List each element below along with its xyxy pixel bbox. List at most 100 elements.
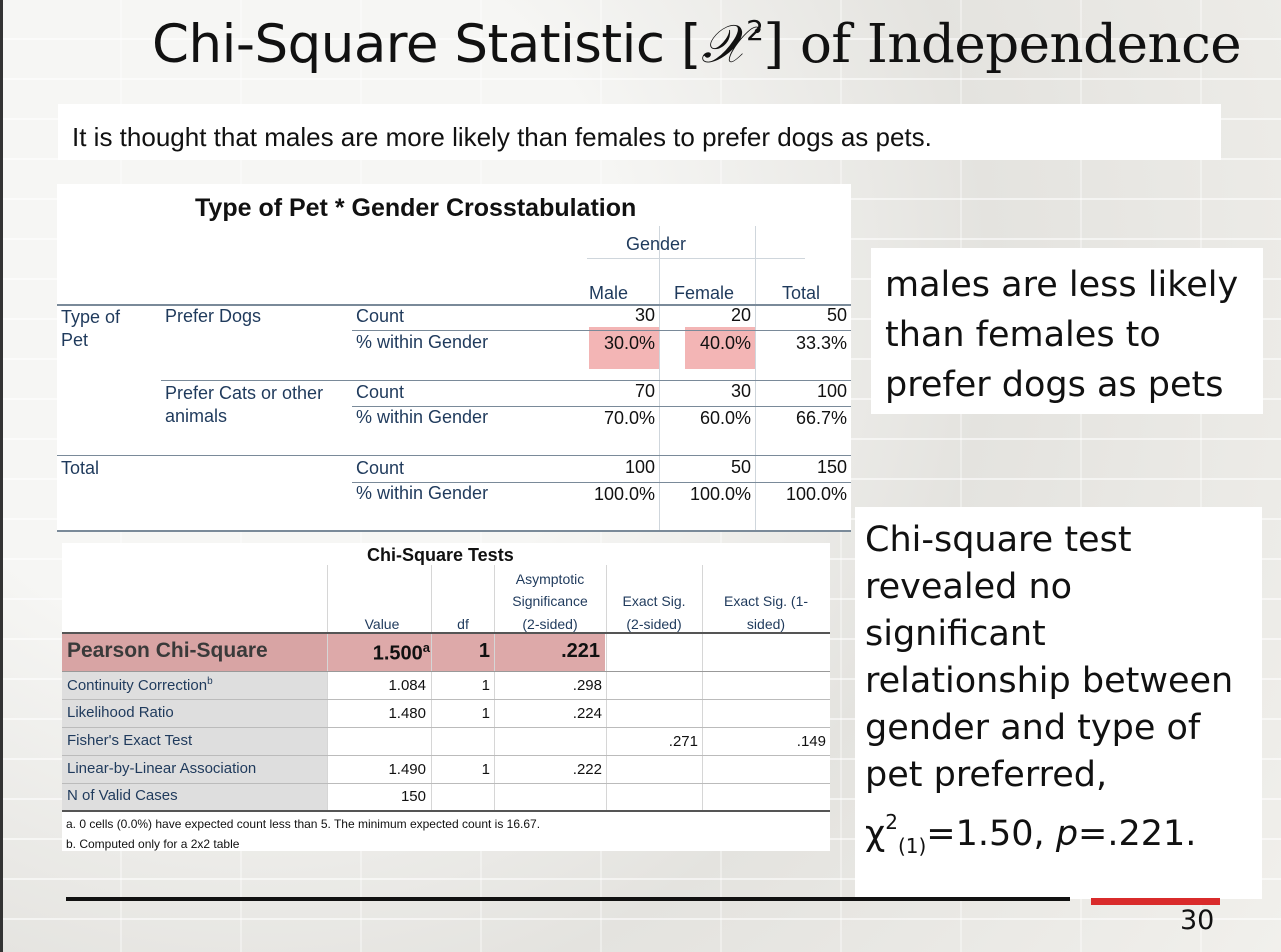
row-rule: [62, 755, 830, 756]
column-divider: [606, 565, 607, 810]
cell-value: 70.0%: [603, 408, 655, 428]
cell-value: .271: [668, 733, 698, 750]
cell-value: 30: [730, 381, 751, 401]
cell-value: 100.0%: [785, 484, 847, 504]
row-label: Total: [61, 458, 100, 478]
row-rule: [62, 671, 830, 672]
slide-left-edge: [0, 0, 3, 952]
stat-label: % within Gender: [356, 483, 489, 503]
cell-value: 1: [481, 677, 490, 694]
stat-label: Count: [356, 306, 405, 326]
header-exact-1: Exact Sig. (1-: [723, 593, 809, 609]
footer-accent: [1091, 898, 1220, 905]
pearson-sig: .221: [561, 640, 600, 662]
page-number: 30: [1180, 905, 1215, 936]
pearson-label: Pearson Chi-Square: [67, 639, 268, 662]
cell-value: 1.480: [388, 705, 426, 722]
cell-value: 100.0%: [689, 484, 751, 504]
likelihood-label: Likelihood Ratio: [67, 704, 174, 721]
pearson-highlight: [62, 633, 605, 671]
table-bottom-rule: [62, 810, 830, 812]
pearson-value: 1.500a: [372, 640, 430, 665]
header-exact-1: sided): [746, 616, 786, 632]
header-df: df: [457, 616, 469, 632]
header-asymptotic: (2-sided): [522, 616, 578, 632]
header-value: Value: [364, 616, 400, 632]
row-label: Prefer Dogs: [165, 306, 262, 326]
cell-value: 50: [826, 305, 847, 325]
footer-rule: [66, 897, 1070, 901]
result-box: Chi-square test revealed no significant …: [855, 507, 1262, 899]
row-rule: [161, 380, 851, 381]
column-divider: [494, 565, 495, 810]
intro-box: It is thought that males are more likely…: [58, 104, 1221, 160]
cell-value: 150: [400, 788, 426, 805]
slide-title: Chi-Square Statistic [𝒳2] of Independenc…: [152, 14, 1242, 75]
footnote-a: a. 0 cells (0.0%) have expected count le…: [66, 817, 541, 831]
column-divider: [702, 565, 703, 810]
column-header-female: Female: [674, 283, 735, 303]
pearson-df: 1: [478, 640, 490, 662]
cell-value: 70: [634, 381, 655, 401]
cell-value: 60.0%: [699, 408, 751, 428]
cell-value: 50: [730, 457, 751, 477]
chi-square-tests-table: Chi-Square Tests Value df Asymptotic Sig…: [62, 543, 830, 851]
cell-value: 100: [816, 381, 847, 401]
cell-value: 20: [730, 305, 751, 325]
fisher-label: Fisher's Exact Test: [67, 732, 193, 749]
row-group-label: Pet: [61, 330, 89, 350]
stat-label: Count: [356, 458, 405, 478]
row-rule: [62, 783, 830, 784]
crosstab-table: Type of Pet * Gender Crosstabulation Gen…: [57, 184, 851, 532]
row-rule: [352, 406, 851, 407]
row-rule: [57, 455, 851, 456]
column-divider: [659, 226, 660, 532]
note-text: males are less likely than females to pr…: [885, 265, 1239, 405]
stat-label: Count: [356, 382, 405, 402]
n-valid-label: N of Valid Cases: [67, 787, 178, 804]
chi-tests-title: Chi-Square Tests: [367, 545, 514, 565]
continuity-label: Continuity Correctionb: [67, 676, 213, 694]
highlight-male-pct: [589, 327, 659, 369]
cell-value: 100: [624, 457, 655, 477]
header-asymptotic: Significance: [512, 593, 588, 609]
cell-value: 1.490: [388, 761, 426, 778]
column-divider: [431, 565, 432, 810]
header-exact-2: Exact Sig.: [622, 593, 686, 609]
header-bottom-rule: [57, 304, 851, 306]
row-label: animals: [165, 406, 228, 426]
row-rule: [62, 699, 830, 700]
header-rule: [587, 258, 805, 259]
cell-value: 30.0%: [603, 333, 655, 353]
row-label: Prefer Cats or other: [165, 383, 324, 403]
interpretation-note: males are less likely than females to pr…: [871, 248, 1263, 414]
header-bottom-rule: [62, 632, 830, 634]
row-rule: [352, 482, 851, 483]
row-rule: [62, 727, 830, 728]
cell-value: 100.0%: [593, 484, 655, 504]
chi-symbol: χ: [865, 814, 886, 854]
column-header-male: Male: [589, 283, 629, 303]
cell-value: .224: [572, 705, 602, 722]
footnote-b: b. Computed only for a 2x2 table: [66, 837, 240, 851]
row-group-label: Type of: [61, 307, 121, 327]
stat-label: % within Gender: [356, 407, 489, 427]
cell-value: 1: [481, 705, 490, 722]
table-bottom-rule: [57, 530, 851, 532]
cell-value: 66.7%: [795, 408, 847, 428]
cell-value: 40.0%: [699, 333, 751, 353]
crosstab-title: Type of Pet * Gender Crosstabulation: [195, 194, 637, 222]
column-header-total: Total: [782, 283, 821, 303]
column-divider: [755, 226, 756, 532]
gender-header: Gender: [626, 234, 687, 254]
result-text: Chi-square test revealed no significant …: [865, 520, 1234, 858]
cell-value: 1: [481, 761, 490, 778]
cell-value: .298: [572, 677, 602, 694]
cell-value: 33.3%: [795, 333, 847, 353]
column-divider: [327, 565, 328, 810]
stat-label: % within Gender: [356, 332, 489, 352]
intro-text: It is thought that males are more likely…: [72, 122, 932, 152]
cell-value: 30: [634, 305, 655, 325]
header-asymptotic: Asymptotic: [515, 571, 585, 587]
cell-value: 150: [816, 457, 847, 477]
